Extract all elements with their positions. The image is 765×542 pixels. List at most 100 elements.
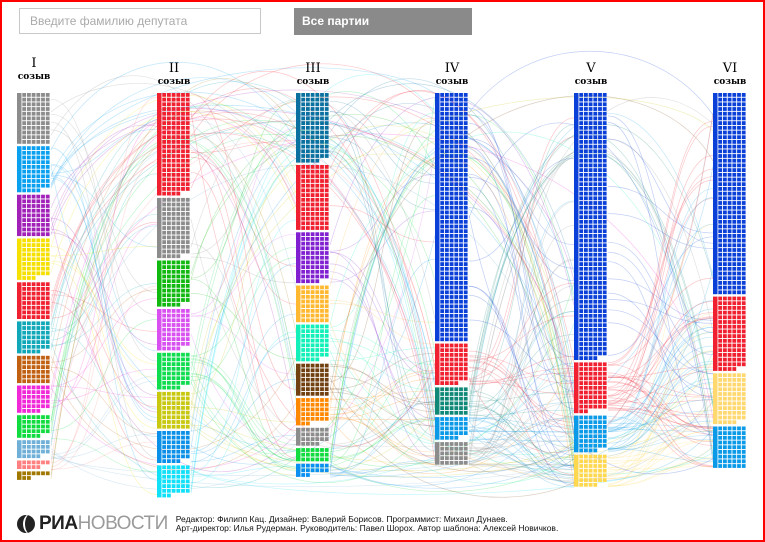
deputy-seat[interactable] [598, 262, 602, 266]
deputy-seat[interactable] [31, 165, 36, 169]
deputy-seat[interactable] [181, 406, 185, 410]
deputy-seat[interactable] [579, 304, 584, 309]
deputy-seat[interactable] [162, 415, 167, 420]
deputy-seat[interactable] [445, 205, 449, 210]
deputy-seat[interactable] [162, 493, 167, 498]
deputy-seat[interactable] [181, 163, 185, 168]
deputy-seat[interactable] [167, 284, 171, 288]
deputy-seat[interactable] [588, 351, 593, 356]
deputy-seat[interactable] [723, 125, 727, 130]
deputy-seat[interactable] [449, 328, 454, 332]
deputy-seat[interactable] [459, 410, 463, 415]
deputy-seat[interactable] [598, 304, 602, 309]
deputy-seat[interactable] [31, 222, 36, 227]
deputy-seat[interactable] [315, 251, 320, 255]
deputy-seat[interactable] [315, 216, 320, 221]
deputy-seat[interactable] [27, 125, 31, 130]
deputy-seat[interactable] [454, 318, 459, 323]
deputy-seat[interactable] [732, 229, 737, 234]
deputy-seat[interactable] [315, 265, 320, 269]
deputy-seat[interactable] [41, 232, 45, 237]
deputy-seat[interactable] [723, 182, 727, 187]
deputy-seat[interactable] [584, 248, 588, 252]
party-segment[interactable] [17, 146, 50, 193]
deputy-seat[interactable] [324, 391, 329, 396]
deputy-seat[interactable] [598, 415, 602, 420]
deputy-seat[interactable] [463, 252, 468, 257]
deputy-seat[interactable] [732, 158, 737, 163]
deputy-seat[interactable] [176, 435, 181, 440]
deputy-seat[interactable] [185, 406, 190, 410]
deputy-seat[interactable] [22, 301, 27, 305]
deputy-seat[interactable] [588, 158, 593, 163]
deputy-seat[interactable] [449, 451, 454, 456]
deputy-seat[interactable] [440, 271, 445, 276]
deputy-seat[interactable] [440, 401, 445, 406]
deputy-seat[interactable] [310, 221, 315, 226]
deputy-seat[interactable] [449, 431, 454, 435]
deputy-seat[interactable] [723, 102, 727, 107]
deputy-seat[interactable] [27, 349, 31, 354]
deputy-seat[interactable] [41, 107, 45, 111]
deputy-seat[interactable] [593, 102, 598, 107]
deputy-seat[interactable] [593, 482, 598, 487]
deputy-seat[interactable] [718, 97, 723, 102]
deputy-seat[interactable] [324, 294, 329, 299]
deputy-seat[interactable] [454, 285, 459, 290]
deputy-seat[interactable] [181, 260, 185, 265]
deputy-seat[interactable] [324, 140, 329, 144]
deputy-seat[interactable] [454, 177, 459, 182]
deputy-seat[interactable] [22, 243, 27, 247]
deputy-seat[interactable] [579, 367, 584, 371]
deputy-seat[interactable] [167, 130, 171, 135]
deputy-seat[interactable] [593, 177, 598, 182]
deputy-seat[interactable] [454, 460, 459, 465]
deputy-seat[interactable] [598, 400, 602, 404]
deputy-seat[interactable] [22, 218, 27, 222]
deputy-seat[interactable] [185, 484, 190, 488]
deputy-seat[interactable] [741, 224, 746, 229]
deputy-seat[interactable] [27, 257, 31, 262]
deputy-seat[interactable] [310, 373, 315, 377]
deputy-seat[interactable] [445, 158, 449, 163]
deputy-seat[interactable] [171, 249, 176, 254]
deputy-seat[interactable] [22, 179, 27, 183]
deputy-seat[interactable] [463, 107, 468, 111]
deputy-seat[interactable] [171, 207, 176, 212]
deputy-seat[interactable] [22, 409, 27, 413]
party-segment[interactable] [296, 232, 329, 284]
deputy-seat[interactable] [324, 149, 329, 154]
deputy-seat[interactable] [440, 172, 445, 177]
deputy-seat[interactable] [324, 226, 329, 230]
deputy-seat[interactable] [741, 320, 746, 324]
deputy-seat[interactable] [449, 456, 454, 460]
deputy-seat[interactable] [463, 290, 468, 295]
deputy-seat[interactable] [454, 191, 459, 196]
deputy-seat[interactable] [459, 121, 463, 125]
deputy-seat[interactable] [579, 295, 584, 299]
deputy-seat[interactable] [320, 174, 324, 179]
deputy-seat[interactable] [602, 248, 607, 252]
deputy-seat[interactable] [593, 219, 598, 224]
deputy-seat[interactable] [301, 188, 306, 193]
deputy-seat[interactable] [737, 224, 741, 229]
deputy-seat[interactable] [315, 313, 320, 318]
deputy-seat[interactable] [588, 390, 593, 395]
deputy-seat[interactable] [454, 353, 459, 357]
deputy-seat[interactable] [463, 313, 468, 318]
deputy-seat[interactable] [598, 390, 602, 395]
deputy-seat[interactable] [445, 442, 449, 446]
deputy-seat[interactable] [741, 266, 746, 271]
deputy-seat[interactable] [588, 196, 593, 201]
deputy-seat[interactable] [463, 285, 468, 290]
deputy-seat[interactable] [598, 172, 602, 177]
deputy-seat[interactable] [301, 348, 306, 352]
deputy-seat[interactable] [723, 290, 727, 295]
deputy-seat[interactable] [598, 323, 602, 328]
deputy-seat[interactable] [22, 321, 27, 326]
deputy-seat[interactable] [324, 241, 329, 246]
deputy-seat[interactable] [27, 174, 31, 179]
deputy-seat[interactable] [584, 229, 588, 234]
deputy-seat[interactable] [732, 426, 737, 431]
deputy-seat[interactable] [445, 177, 449, 182]
